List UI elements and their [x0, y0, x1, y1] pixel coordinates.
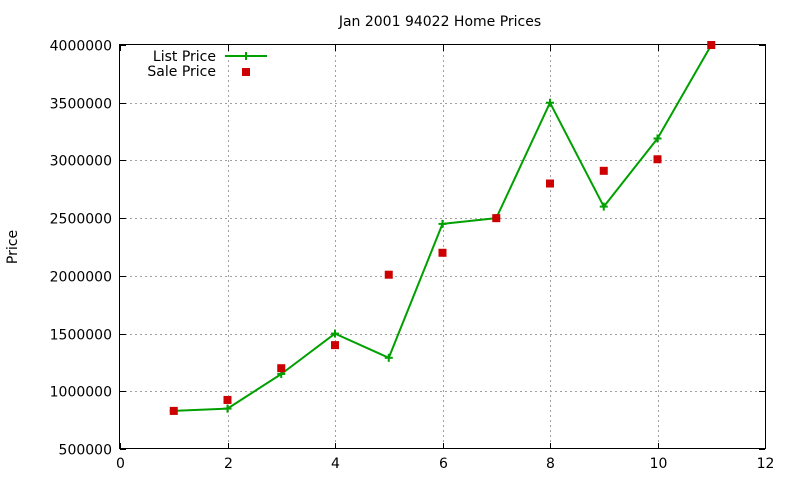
legend-label-list-price: List Price	[153, 49, 216, 65]
x-tick-label: 12	[757, 456, 775, 472]
sale-price-point	[277, 364, 286, 373]
series-list-price-line	[173, 44, 713, 412]
sale-price-point	[169, 406, 178, 415]
x-tick-label: 6	[439, 456, 448, 472]
y-tick-label: 1500000	[50, 328, 112, 344]
y-tick-label: 2500000	[50, 212, 112, 228]
list-price-point	[331, 329, 339, 338]
series-layer	[169, 41, 716, 415]
y-tick-label: 1000000	[50, 385, 112, 401]
sale-price-point	[653, 155, 662, 164]
sale-price-point	[707, 41, 716, 49]
sale-price-point	[438, 248, 447, 257]
sale-price-point	[492, 214, 501, 223]
list-price-point	[599, 202, 608, 211]
x-tick-label: 10	[650, 456, 668, 472]
chart-title: Jan 2001 94022 Home Prices	[338, 14, 541, 30]
sale-price-point	[384, 270, 393, 279]
legend-marker-sale-price	[242, 68, 250, 76]
plot-frame	[119, 44, 766, 449]
legend: List Price Sale Price	[147, 49, 267, 80]
list-price-point	[223, 404, 232, 413]
grid	[120, 45, 765, 449]
legend-plus-marker	[242, 52, 250, 60]
sale-price-point	[331, 341, 339, 350]
sale-price-point	[546, 179, 554, 188]
list-price-point	[546, 98, 554, 107]
x-tick-label: 2	[224, 456, 233, 472]
y-tick-label: 2000000	[50, 270, 112, 286]
legend-label-sale-price: Sale Price	[147, 64, 216, 80]
y-tick-label: 500000	[59, 443, 112, 459]
y-tick-label: 3000000	[50, 154, 112, 170]
list-price-point	[653, 134, 662, 143]
list-price-point	[384, 353, 393, 362]
y-tick-label: 3500000	[50, 97, 112, 113]
sale-price-point	[223, 395, 232, 404]
y-axis-label: Price	[5, 230, 21, 264]
x-tick-label: 4	[331, 456, 340, 472]
y-tick-label: 4000000	[50, 39, 112, 55]
legend-marker-list-price	[242, 52, 250, 60]
axis-ticks: 500000 1000000 1500000 2000000 2500000 300000…	[50, 39, 775, 473]
list-price-point	[438, 219, 447, 228]
x-tick-label: 8	[546, 456, 555, 472]
x-tick-label: 0	[116, 456, 125, 472]
legend-square-marker	[242, 68, 250, 76]
sale-price-point	[599, 166, 608, 175]
